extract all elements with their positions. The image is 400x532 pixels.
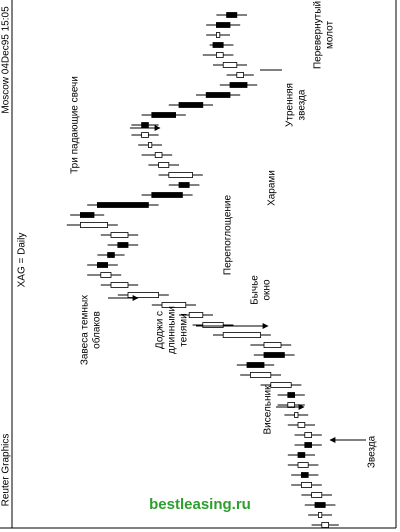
candle-body [80,222,109,228]
candle-body [97,262,109,268]
candle-body [314,502,326,508]
candle-body [311,492,323,498]
candle-body [297,462,309,468]
annotation: Перевернутый [313,1,324,69]
candle-body [110,232,129,238]
candle-body [205,92,231,98]
candle-body [97,202,149,208]
candle-body [147,142,153,148]
candle-body [249,372,272,378]
candle-body [107,252,115,258]
candle-body [161,302,187,308]
plot [66,12,339,528]
candle-body [117,242,129,248]
candle-body [202,322,224,328]
candle-body [263,352,285,358]
candle-body [304,432,312,438]
annotation: облаков [91,311,103,349]
annotation: Утренняя [285,83,296,127]
candle-body [287,392,295,398]
annotation: Доджи с [155,311,166,349]
candle-body [141,122,149,128]
timestamp: Moscow 04Dec95 15:05 [1,6,12,114]
candle-body [215,52,224,58]
candle-body [226,12,238,18]
annotations: Три падающие свечи Завеса темных облаков До… [70,1,378,468]
candle-body [222,62,238,68]
candle-body [110,282,129,288]
candle-body [178,102,204,108]
candle-body [297,452,306,458]
candle-body [222,332,261,338]
annotation: Три падающие свечи [70,76,81,174]
annotation: Харами [267,170,278,206]
candle-body [80,212,95,218]
annotation: окно [262,279,273,300]
candle-body [215,32,221,38]
watermark: bestleasing.ru [149,496,251,513]
candle-body [300,472,309,478]
candle-body [212,42,224,48]
annotation: Завеса темных [80,295,91,365]
annotation: молот [325,21,336,50]
candle-body [229,82,248,88]
candle-body [263,342,282,348]
candle-body [246,362,265,368]
candle-body [188,312,204,318]
source: Reuter Graphics [1,434,12,507]
candle-body [215,22,231,28]
candle-body [151,192,183,198]
candle-body [321,522,329,528]
annotation: Висельник [263,385,274,435]
candle-body [158,162,170,168]
annotation: Бычье [250,275,261,305]
candle-body [294,412,299,418]
candle-body [270,382,292,388]
candle-body [141,132,149,138]
candle-body [168,172,194,178]
annotation: длинными [167,306,178,354]
annotation: Перепоглощение [223,195,234,276]
annotation: тенями [179,313,190,346]
candle-body [236,72,245,78]
candle-body [151,112,177,118]
annotation: звезда [297,89,308,120]
candle-body [178,182,190,188]
candle-body [127,292,160,298]
candle-body [317,512,323,518]
candle-body [300,482,312,488]
annotation: Звезда [367,435,378,468]
instrument: XAG = Daily [17,233,28,288]
candle-body [100,272,112,278]
candle-body [154,152,163,158]
candle-body [297,422,306,428]
candle-body [304,442,312,448]
